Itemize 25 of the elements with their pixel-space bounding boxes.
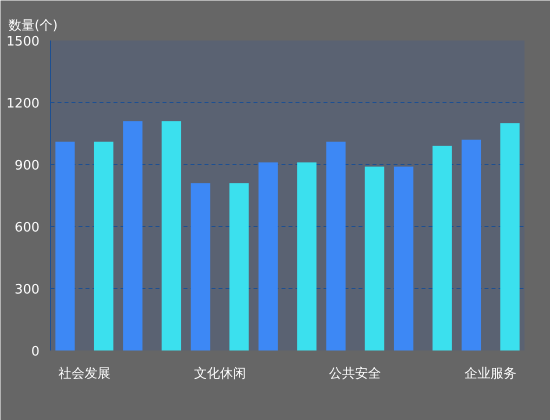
y-tick-label: 1200 bbox=[6, 96, 40, 112]
y-tick-label: 600 bbox=[14, 220, 40, 236]
bar bbox=[55, 142, 75, 350]
bar bbox=[258, 162, 278, 350]
bar bbox=[162, 121, 182, 350]
x-tick-label: 社会发展 bbox=[58, 366, 110, 382]
bar bbox=[500, 123, 520, 350]
bar bbox=[297, 162, 316, 350]
x-tick-label: 公共安全 bbox=[329, 366, 382, 382]
y-tick-label: 900 bbox=[14, 158, 40, 174]
bar bbox=[123, 121, 142, 350]
bar bbox=[394, 166, 414, 350]
bar bbox=[94, 142, 114, 350]
bar bbox=[364, 166, 384, 350]
bar bbox=[190, 183, 210, 350]
y-axis-title: 数量(个) bbox=[8, 18, 58, 34]
x-tick-label: 文化休闲 bbox=[194, 366, 246, 382]
bar bbox=[462, 140, 482, 350]
bar bbox=[326, 142, 346, 350]
bar bbox=[432, 146, 452, 350]
x-tick-label: 企业服务 bbox=[464, 366, 517, 382]
y-tick-label: 0 bbox=[31, 344, 40, 360]
y-tick-label: 300 bbox=[14, 282, 40, 298]
y-tick-label: 1500 bbox=[6, 34, 40, 50]
bar bbox=[229, 183, 249, 350]
